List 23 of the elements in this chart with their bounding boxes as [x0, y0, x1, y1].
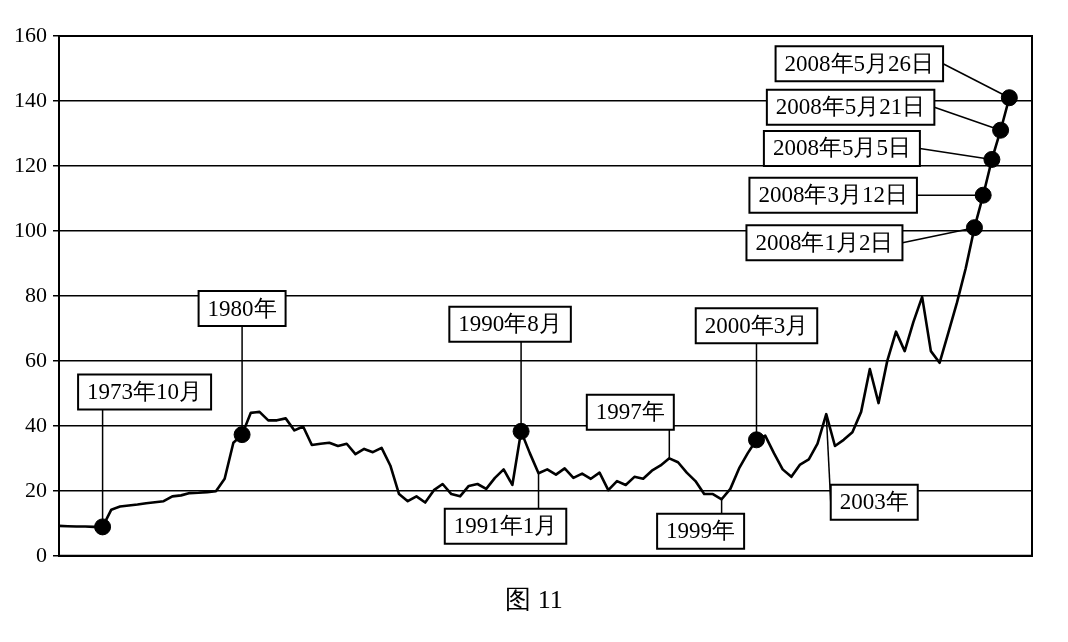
annotation: 2000年3月 — [704, 312, 809, 338]
y-tick-label: 0 — [36, 541, 47, 567]
annotation: 1990年8月 — [458, 311, 562, 337]
y-tick-label: 100 — [14, 216, 47, 242]
y-tick-label: 60 — [25, 346, 47, 372]
y-tick-label: 160 — [14, 21, 47, 47]
annotation: 1991年1月 — [453, 513, 558, 539]
y-tick-label: 80 — [25, 281, 47, 307]
annotation: 2008年3月12日 — [758, 182, 908, 208]
annotation: 1997年 — [595, 399, 665, 425]
annotation: 2003年 — [839, 489, 909, 515]
y-tick-label: 20 — [25, 476, 47, 502]
caption: 图 11 — [504, 584, 564, 616]
annotation: 2008年1月2日 — [755, 229, 894, 255]
y-tick-label: 40 — [25, 411, 47, 437]
annotation: 1999年 — [666, 518, 736, 544]
annotation: 2008年5月5日 — [772, 135, 911, 161]
annotation: 2008年5月21日 — [775, 94, 926, 120]
annotation: 2008年5月26日 — [784, 50, 935, 76]
annotation: 1973年10月 — [87, 378, 203, 404]
y-tick-label: 140 — [14, 86, 47, 112]
annotation: 1980年 — [207, 295, 277, 321]
y-tick-label: 120 — [14, 151, 47, 177]
